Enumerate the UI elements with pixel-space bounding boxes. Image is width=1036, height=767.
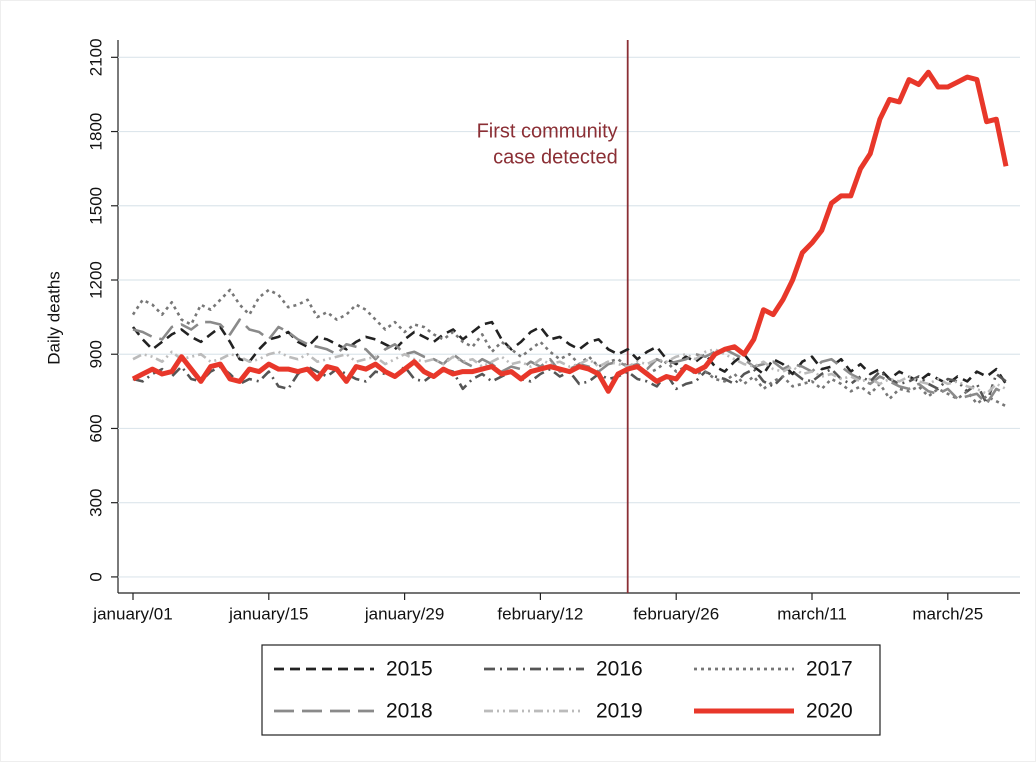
x-tick-label: january/15: [228, 604, 308, 623]
y-axis-label: Daily deaths: [44, 271, 63, 365]
x-tick-label: march/11: [777, 604, 847, 623]
legend-label: 2020: [806, 700, 853, 723]
y-tick-label: 1200: [86, 261, 105, 299]
legend-label: 2017: [806, 658, 853, 681]
x-tick-label: january/29: [364, 604, 444, 623]
y-tick-label: 1500: [86, 187, 105, 225]
annotation-text: case detected: [493, 146, 618, 168]
x-tick-label: february/12: [497, 604, 583, 623]
y-tick-label: 0: [86, 572, 105, 581]
y-tick-label: 300: [86, 489, 105, 517]
series-line: [132, 318, 1007, 405]
y-tick-label: 600: [86, 414, 105, 442]
series-line: [131, 288, 1007, 408]
series-line: [131, 69, 1009, 394]
y-tick-label: 900: [86, 340, 105, 368]
series-line: [131, 320, 1008, 386]
legend-label: 2019: [596, 700, 643, 723]
y-tick-label: 2100: [86, 38, 105, 76]
legend-label: 2016: [596, 658, 643, 681]
annotation-text: First community: [477, 120, 618, 142]
y-tick-label: 1800: [86, 113, 105, 151]
legend-box: [261, 644, 881, 736]
x-tick-label: february/26: [633, 604, 719, 623]
x-tick-label: march/25: [912, 604, 983, 623]
legend-label: 2018: [386, 700, 433, 723]
series-line: [132, 365, 1007, 405]
x-tick-label: january/01: [92, 604, 172, 623]
legend-label: 2015: [386, 658, 433, 681]
series-line: [132, 348, 1007, 396]
